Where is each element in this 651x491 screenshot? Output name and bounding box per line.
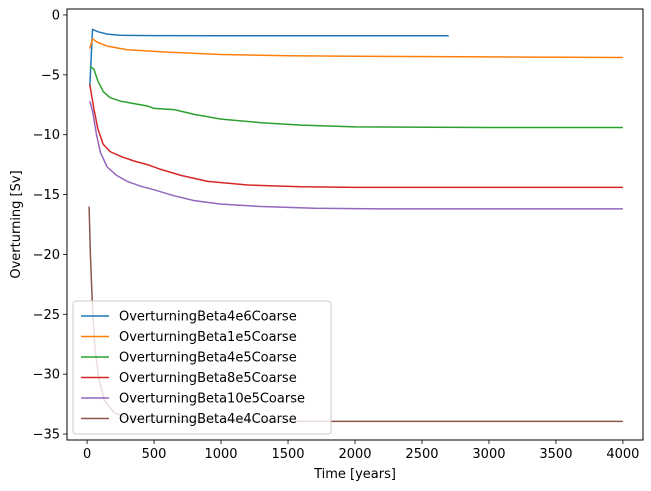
y-tick-label: −25 bbox=[33, 308, 60, 323]
legend-label: OverturningBeta10e5Coarse bbox=[119, 392, 305, 407]
legend-label: OverturningBeta4e6Coarse bbox=[119, 310, 297, 325]
legend-label: OverturningBeta4e4Coarse bbox=[119, 412, 297, 427]
x-tick-label: 500 bbox=[142, 447, 167, 462]
ticks-layer: 0 500 1000 1500 2000 2500 3000 3500 4000 0 −5 −10 −1… bbox=[33, 8, 640, 462]
series-line-1 bbox=[89, 28, 449, 87]
series-line-2 bbox=[89, 38, 623, 59]
x-tick-label: 2500 bbox=[405, 447, 438, 462]
plot-frame bbox=[66, 8, 644, 441]
legend-box bbox=[72, 300, 332, 435]
legend-label: OverturningBeta8e5Coarse bbox=[119, 371, 297, 386]
y-tick-label: −20 bbox=[33, 248, 60, 263]
x-tick-label: 3000 bbox=[472, 447, 505, 462]
x-tick-label: 1500 bbox=[271, 447, 304, 462]
y-tick-label: −35 bbox=[33, 428, 60, 443]
y-axis-label: Overturning [Sv] bbox=[9, 170, 24, 278]
x-tick-label: 2000 bbox=[338, 447, 371, 462]
series-line-5 bbox=[89, 100, 623, 210]
x-tick-label: 3500 bbox=[539, 447, 572, 462]
legend: OverturningBeta4e6Coarse OverturningBeta1… bbox=[72, 300, 332, 435]
legend-label: OverturningBeta1e5Coarse bbox=[119, 330, 297, 345]
series-line-3 bbox=[89, 65, 623, 129]
y-tick-label: −10 bbox=[33, 128, 60, 143]
y-tick-label: −15 bbox=[33, 188, 60, 203]
y-tick-label: −5 bbox=[41, 68, 60, 83]
series-line-4 bbox=[89, 84, 623, 189]
y-tick-label: −30 bbox=[33, 368, 60, 383]
y-tick-label: 0 bbox=[52, 8, 60, 23]
x-axis-label: Time [years] bbox=[313, 467, 396, 482]
legend-label: OverturningBeta4e5Coarse bbox=[119, 351, 297, 366]
x-tick-label: 0 bbox=[83, 447, 91, 462]
x-tick-label: 4000 bbox=[606, 447, 639, 462]
x-tick-label: 1000 bbox=[204, 447, 237, 462]
